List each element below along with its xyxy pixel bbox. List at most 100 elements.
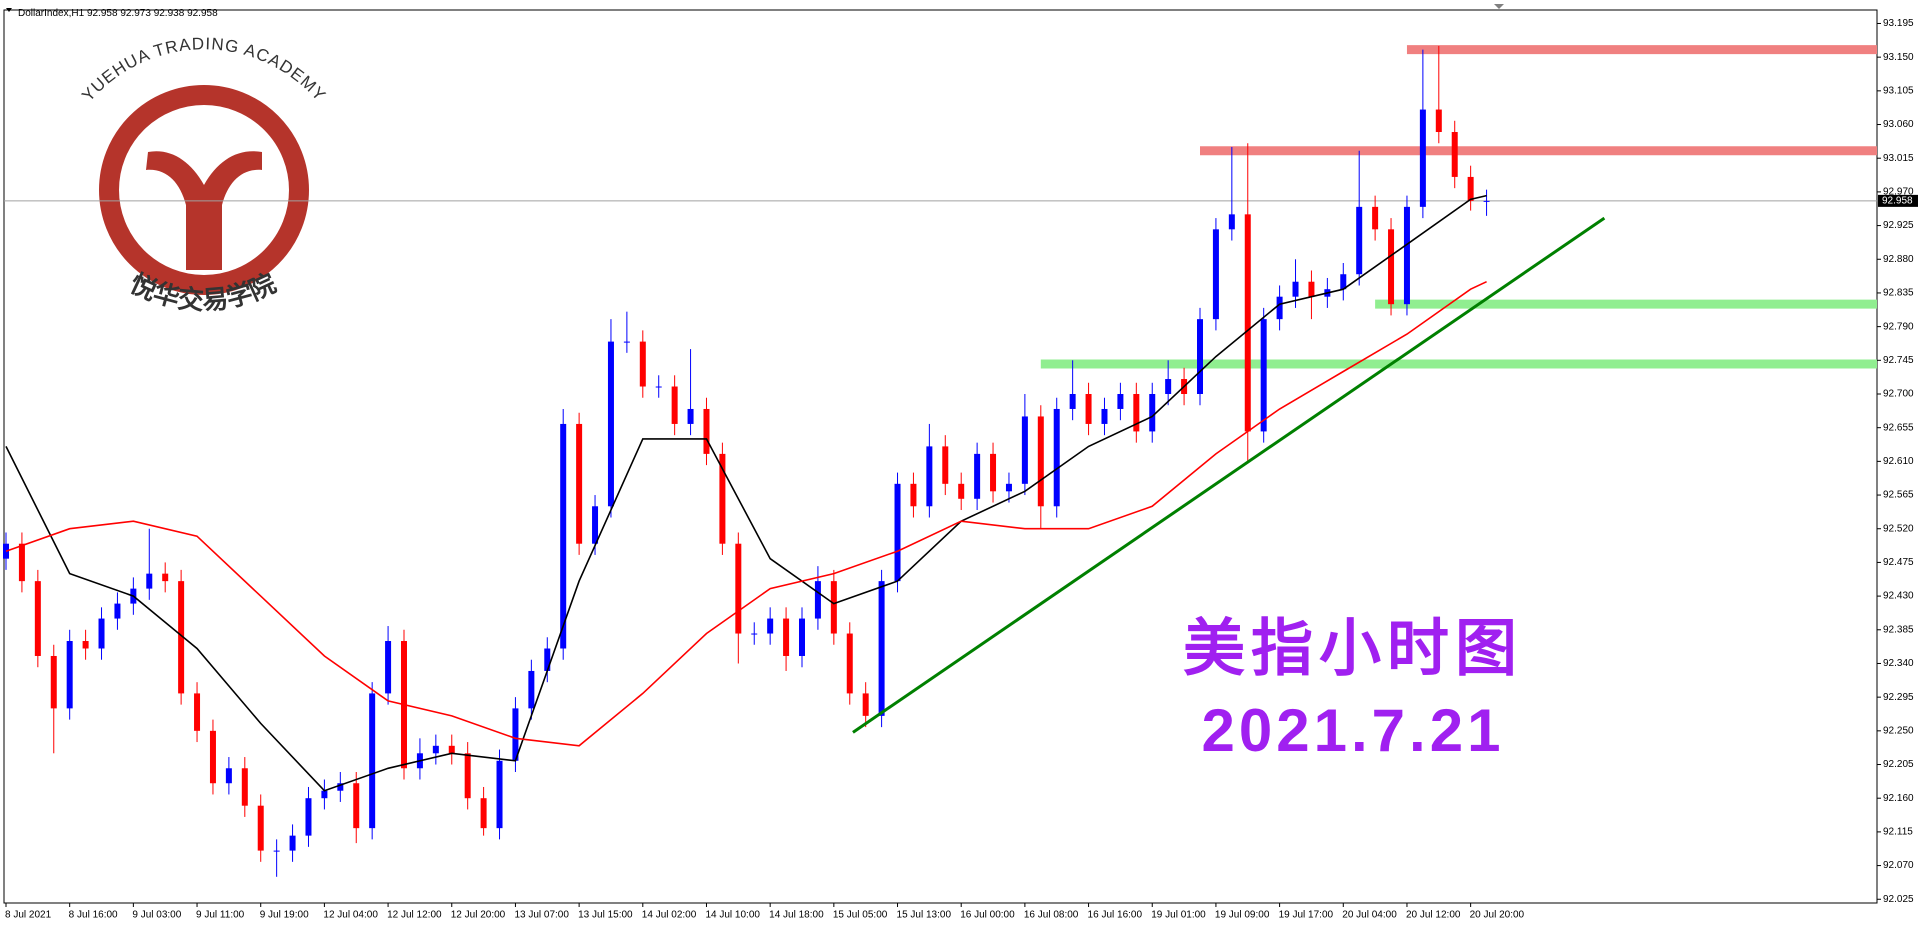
candle-body [1228,214,1235,230]
logo-ring [99,85,309,295]
candle-body [1149,393,1156,432]
candle-body [703,408,710,454]
candle-body [1021,416,1028,484]
y-tick-label: 92.790 [1883,321,1914,332]
candle-body [321,790,328,799]
candle-body [687,408,694,424]
x-tick-label: 8 Jul 2021 [5,910,52,921]
candle-body [830,581,837,634]
y-tick-label: 92.970 [1883,187,1914,198]
y-tick-label: 92.430 [1883,591,1914,602]
candle-body [146,573,153,589]
candle-body [846,633,853,694]
candle-body [1212,229,1219,320]
candle-body [1403,206,1410,305]
candle-body [1388,229,1395,305]
candle-body [1085,393,1092,424]
x-tick-label: 16 Jul 00:00 [960,910,1015,921]
x-tick-label: 14 Jul 18:00 [769,910,824,921]
candle-body [862,693,869,716]
candle-body [273,850,280,852]
candle-body [1419,109,1426,207]
moving-average [5,280,1487,747]
x-tick-label: 15 Jul 05:00 [833,910,888,921]
scroll-marker [1494,4,1504,9]
x-tick-label: 15 Jul 13:00 [897,910,952,921]
candle-body [1005,483,1012,492]
y-tick-label: 92.070 [1883,860,1914,871]
candle-body [544,648,551,671]
annotation-title: 美指小时图 [1183,614,1523,683]
candle-body [799,618,805,656]
candle-body [910,483,917,507]
candle-body [1260,319,1267,432]
logo-mark [146,151,262,270]
x-tick-label: 19 Jul 01:00 [1151,910,1206,921]
current-price-box [1878,194,1918,207]
y-tick-label: 93.150 [1883,52,1914,63]
candle-body [990,453,997,492]
y-tick-label: 92.835 [1883,288,1914,299]
moving-average [5,194,1487,792]
candle-body [448,745,455,754]
menu-arrow [6,8,12,12]
y-tick-label: 92.925 [1883,220,1914,231]
candle-body [1451,132,1458,177]
candles [3,45,1490,877]
candle-body [1276,296,1283,320]
low-value: 92.938 [154,8,185,19]
x-tick-label: 14 Jul 02:00 [642,910,697,921]
candle-body [1356,206,1363,275]
candle-body [162,573,169,582]
candle-body [496,760,503,829]
y-tick-label: 92.610 [1883,456,1914,467]
x-tick-label: 8 Jul 16:00 [69,910,118,921]
candle-body [1483,200,1490,202]
candle-body [814,581,821,619]
candle-body [942,446,949,484]
candle-body [464,753,471,799]
x-tick-label: 19 Jul 09:00 [1215,910,1270,921]
x-tick-label: 16 Jul 16:00 [1088,910,1143,921]
y-tick-label: 92.745 [1883,355,1914,366]
candle-body [1244,214,1251,432]
candle-body [1165,379,1172,394]
candle-body [225,768,232,784]
candle-body [194,693,201,731]
candle-body [1069,393,1076,409]
candle-body [18,543,25,582]
x-tick-label: 12 Jul 20:00 [451,910,506,921]
candle-body [209,730,216,784]
trendline [852,216,1606,734]
x-tick-label: 12 Jul 12:00 [387,910,442,921]
y-tick-label: 93.060 [1883,119,1914,130]
x-tick-label: 12 Jul 04:00 [323,910,378,921]
candle-body [385,641,392,694]
y-tick-label: 92.565 [1883,490,1914,501]
candle-body [34,581,41,656]
candle-body [751,633,758,635]
candle-body [974,453,981,499]
x-tick-label: 13 Jul 07:00 [514,910,569,921]
candle-body [82,641,89,649]
candle-body [369,693,376,829]
candle-body [241,768,248,806]
x-tick-label: 20 Jul 20:00 [1470,910,1525,921]
candle-body [655,386,662,388]
candle-body [1372,206,1379,230]
candle-body [878,581,885,716]
candle-body [1467,176,1474,201]
x-tick-label: 9 Jul 19:00 [260,910,309,921]
open-value: 92.958 [87,8,118,19]
candle-body [337,783,344,791]
y-tick-label: 92.385 [1883,624,1914,635]
candle-body [671,386,678,424]
candle-body [592,506,599,544]
candle-body [1308,281,1315,297]
candle-body [623,341,630,343]
candle-body [1117,393,1124,409]
x-tick-label: 19 Jul 17:00 [1279,910,1334,921]
candle-body [1197,319,1203,394]
x-tick-label: 9 Jul 03:00 [132,910,181,921]
